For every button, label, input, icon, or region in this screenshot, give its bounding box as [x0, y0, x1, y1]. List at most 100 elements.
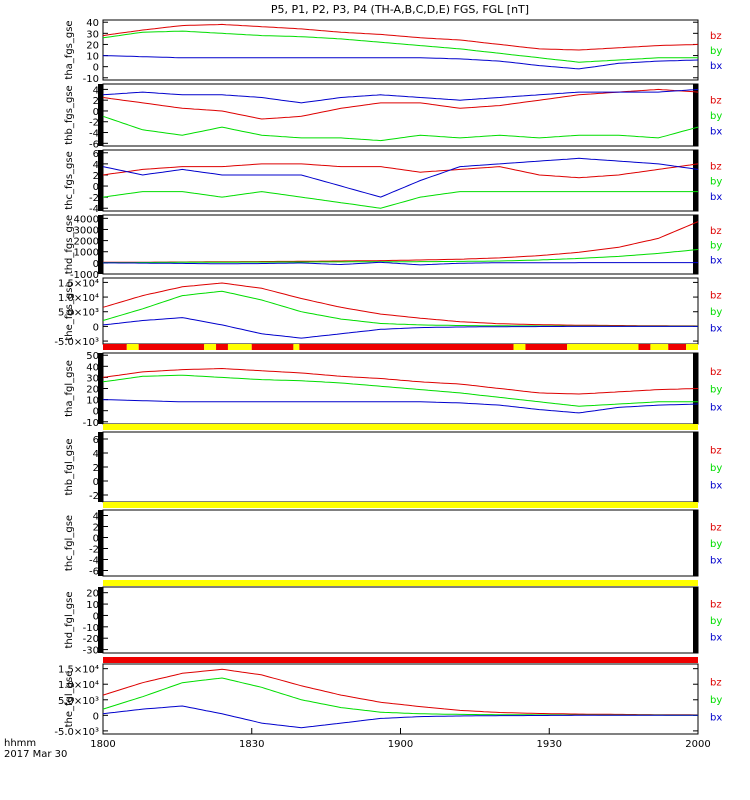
y-tick-label: -5.0×10³ [54, 337, 99, 348]
x-tick-label: 1900 [388, 739, 413, 750]
y-tick-label: 10 [86, 52, 99, 63]
y-tick-label: 0 [93, 322, 99, 333]
y-tick-label: 30 [86, 373, 99, 384]
legend-by: by [710, 241, 722, 252]
legend-bz: bz [710, 161, 722, 172]
mode-bar-segment-red [638, 344, 651, 350]
legend-by: by [710, 177, 722, 188]
panel-the_fgs_gse: 1.5×10⁴ 1.0×10⁴ 5.0×10³ 0 -5.0×10³the_fgs_gs… [54, 277, 722, 348]
legend-by: by [710, 46, 722, 57]
legend-bx: bx [710, 402, 722, 413]
x-axis-label-date: 2017 Mar 30 [4, 749, 67, 760]
y-tick-label: -4 [89, 556, 99, 567]
edge-band-right [693, 84, 698, 146]
mode-bar-segment-red [216, 344, 228, 350]
mode-bar-segment-red [668, 344, 687, 350]
y-tick-label: 0 [93, 259, 99, 270]
y-tick-label: 2 [93, 96, 99, 107]
mode-bar-segment-red [138, 344, 205, 350]
y-tick-label: 5.0×10³ [58, 308, 99, 319]
chart-title: P5, P1, P2, P3, P4 (TH-A,B,C,D,E) FGS, F… [271, 3, 529, 16]
series-bz-line [102, 88, 699, 120]
series-bz-line [102, 367, 699, 395]
series-bx-line [103, 261, 698, 266]
legend-bx: bx [710, 324, 722, 335]
edge-band-left [98, 84, 103, 146]
y-axis-label: thb_fgs_gse [64, 85, 75, 144]
y-tick-label: 20 [86, 589, 99, 600]
series-bz-line [103, 221, 699, 263]
legend-bx: bx [710, 481, 722, 492]
plot-frame [102, 83, 699, 147]
y-tick-label: -10 [83, 74, 99, 85]
y-tick-label: 5.0×10³ [58, 696, 99, 707]
edge-band-left [98, 587, 103, 653]
legend-bz: bz [710, 31, 722, 42]
y-tick-label: -10 [83, 623, 99, 634]
y-tick-label: 3000 [74, 225, 99, 236]
series-by-line [103, 249, 699, 264]
series-bx-line [102, 705, 698, 729]
series-bz-line [102, 163, 699, 179]
y-tick-label: -6 [89, 567, 99, 578]
mode-bar-segment-red [299, 344, 514, 350]
series-bz-line [102, 668, 698, 716]
edge-band-right [693, 215, 698, 274]
y-tick-label: 1000 [74, 248, 99, 259]
y-axis-label: thd_fgl_gse [64, 592, 75, 649]
y-tick-label: 4000 [74, 214, 99, 225]
x-tick-label: 1830 [239, 739, 264, 750]
y-axis-label: thc_fgl_gse [64, 515, 75, 571]
mode-bar-segment-yellow [103, 580, 698, 586]
y-tick-label: -30 [83, 646, 99, 657]
mode-bar-segment-yellow [293, 344, 300, 350]
y-tick-label: 4 [93, 160, 99, 171]
y-tick-label: 30 [86, 29, 99, 40]
y-tick-label: -2 [89, 491, 99, 502]
mode-bar-segment-red [103, 344, 127, 350]
y-tick-label: 4 [93, 449, 99, 460]
y-axis-label: tha_fgs_gse [64, 20, 75, 79]
edge-band-right [693, 150, 698, 211]
y-tick-label: 0 [93, 711, 99, 722]
mode-bar-segment-yellow [227, 344, 252, 350]
series-by-line [102, 30, 698, 63]
y-tick-label: -4 [89, 129, 99, 140]
mode-bar-segment-yellow [126, 344, 139, 350]
legend-bz: bz [710, 226, 722, 237]
legend-by: by [710, 539, 722, 550]
plot-frame [102, 509, 699, 577]
mode-bar-segment-yellow [204, 344, 217, 350]
y-tick-label: -1000 [70, 270, 99, 281]
plot-frame [102, 214, 699, 275]
plot-frame [102, 19, 699, 81]
y-tick-label: 40 [86, 18, 99, 29]
y-tick-label: 0 [93, 477, 99, 488]
mode-bar-segment-red [251, 344, 294, 350]
y-tick-label: 2 [93, 523, 99, 534]
y-tick-label: 6 [93, 149, 99, 160]
mode-bar-segment-yellow [103, 502, 698, 508]
x-axis-label-hhmm: hhmm [4, 738, 36, 749]
legend-by: by [710, 616, 722, 627]
legend-bz: bz [710, 678, 722, 689]
legend-bx: bx [710, 127, 722, 138]
y-tick-label: 1.5×10⁴ [58, 665, 99, 676]
legend-bz: bz [710, 523, 722, 534]
legend-bx: bx [710, 61, 722, 72]
y-tick-label: 10 [86, 600, 99, 611]
plot-frame [102, 149, 699, 212]
panel-thb_fgl_gse: 6 4 2 0 -2 thb_fgl_gse bz by bx [64, 431, 722, 503]
x-axis: 1800 1830 1900 1930 2000 [90, 728, 711, 750]
plot-frame [102, 586, 699, 654]
y-tick-label: 20 [86, 385, 99, 396]
legend-by: by [710, 385, 722, 396]
edge-band-left [98, 510, 103, 576]
y-tick-label: 2000 [74, 237, 99, 248]
edge-band-right [693, 510, 698, 576]
y-tick-label: 2 [93, 463, 99, 474]
